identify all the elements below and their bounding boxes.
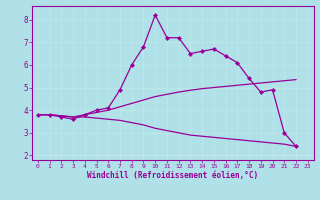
- X-axis label: Windchill (Refroidissement éolien,°C): Windchill (Refroidissement éolien,°C): [87, 171, 258, 180]
